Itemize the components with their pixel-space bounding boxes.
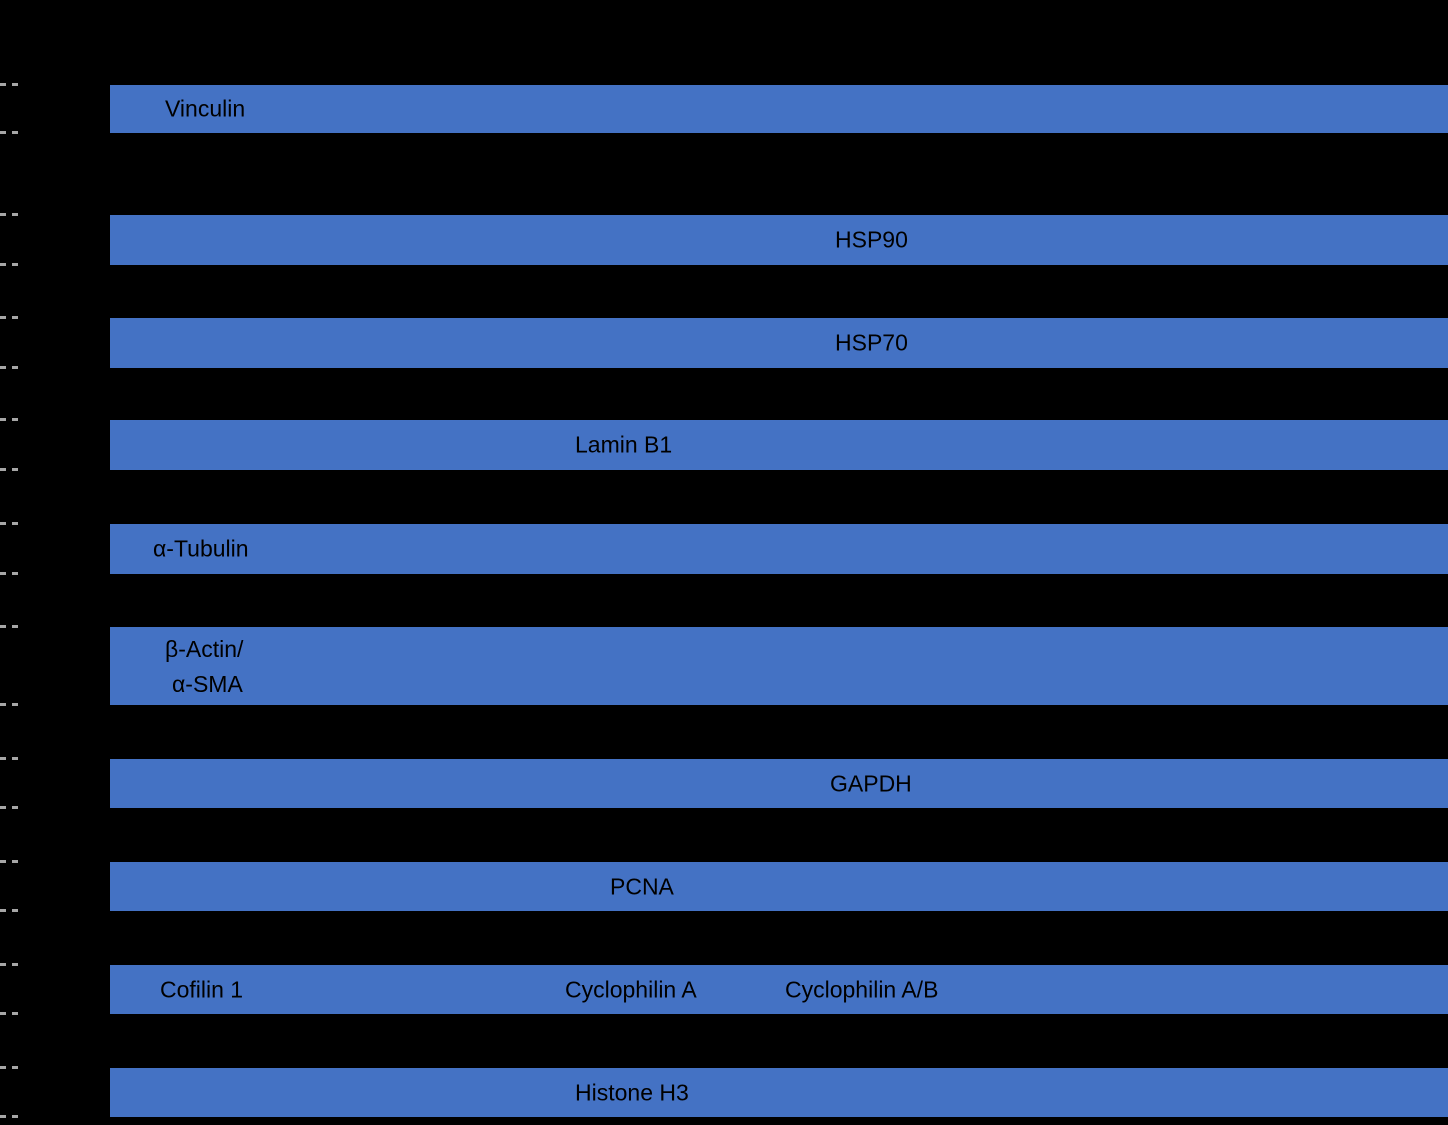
tick-mark (0, 1066, 18, 1069)
tick-mark (0, 316, 18, 319)
tick-mark (0, 418, 18, 421)
tick-mark (0, 572, 18, 575)
bar-row-hsp90: HSP90 (0, 213, 1448, 266)
bar-label-hsp70: HSP70 (835, 329, 908, 356)
tick-mark (0, 522, 18, 525)
bar-label-histone-h3: Histone H3 (575, 1079, 689, 1105)
tick-mark (0, 625, 18, 628)
bar-label-hsp90: HSP90 (835, 226, 908, 253)
tick-mark (0, 213, 18, 216)
tick-mark (0, 806, 18, 809)
bar-cofilin-cyclophilin: Cofilin 1 Cyclophilin A Cyclophilin A/B (110, 965, 1448, 1014)
bar-row-vinculin: Vinculin (0, 83, 1448, 134)
bar-label-alpha-tubulin: α-Tubulin (153, 535, 249, 562)
bar-label-vinculin: Vinculin (165, 95, 246, 122)
tick-mark (0, 1115, 18, 1118)
bar-row-beta-actin-alpha-sma: β-Actin/ α-SMA (0, 625, 1448, 706)
tick-mark (0, 83, 18, 86)
bar-label-lamin-b1: Lamin B1 (575, 431, 673, 458)
bar-label-gapdh: GAPDH (830, 770, 912, 796)
bar-alpha-tubulin: α-Tubulin (110, 524, 1448, 574)
bar-row-cofilin-cyclophilin: Cofilin 1 Cyclophilin A Cyclophilin A/B (0, 963, 1448, 1015)
bar-vinculin: Vinculin (110, 85, 1448, 133)
bar-row-hsp70: HSP70 (0, 316, 1448, 369)
bar-lamin-b1: Lamin B1 (110, 420, 1448, 470)
bar-label-cyclophilin-ab: Cyclophilin A/B (785, 976, 939, 1002)
tick-mark (0, 131, 18, 134)
tick-mark (0, 263, 18, 266)
bar-label-beta-actin: β-Actin/ (165, 636, 244, 662)
tick-mark (0, 909, 18, 912)
tick-mark (0, 963, 18, 966)
bar-row-histone-h3: Histone H3 (0, 1066, 1448, 1118)
bar-histone-h3: Histone H3 (110, 1068, 1448, 1117)
bar-gapdh: GAPDH (110, 759, 1448, 808)
bar-row-gapdh: GAPDH (0, 757, 1448, 809)
bar-hsp90: HSP90 (110, 215, 1448, 265)
tick-mark (0, 1012, 18, 1015)
tick-mark (0, 703, 18, 706)
bar-row-lamin-b1: Lamin B1 (0, 418, 1448, 471)
bar-beta-actin-alpha-sma: β-Actin/ α-SMA (110, 627, 1448, 705)
tick-mark (0, 366, 18, 369)
bar-hsp70: HSP70 (110, 318, 1448, 368)
tick-mark (0, 468, 18, 471)
bar-label-cyclophilin-a: Cyclophilin A (565, 976, 697, 1002)
bar-label-alpha-sma: α-SMA (172, 671, 243, 697)
bar-pcna: PCNA (110, 862, 1448, 911)
bar-label-cofilin-1: Cofilin 1 (160, 976, 244, 1002)
bar-row-alpha-tubulin: α-Tubulin (0, 522, 1448, 575)
bar-row-pcna: PCNA (0, 860, 1448, 912)
tick-mark (0, 757, 18, 760)
bar-label-pcna: PCNA (610, 873, 674, 899)
tick-mark (0, 860, 18, 863)
